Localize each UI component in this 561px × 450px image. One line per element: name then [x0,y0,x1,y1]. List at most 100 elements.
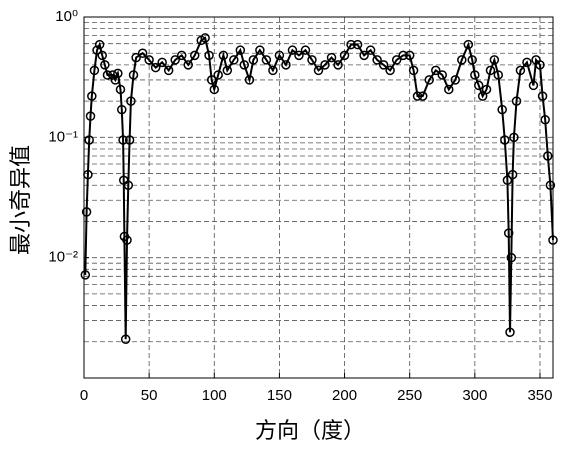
data-point [365,45,376,55]
x-axis-title: 方向（度） [255,419,365,444]
data-point [117,104,127,115]
x-tick-label: 150 [267,387,292,404]
data-point [131,52,141,63]
data-point [92,45,102,55]
data-point [320,60,330,70]
data-point [431,65,441,76]
data-point [503,228,514,238]
data-point [170,55,180,65]
data-point [412,91,423,101]
data-point [470,70,480,80]
x-tick-label: 250 [397,387,422,404]
data-point [540,114,550,125]
data-point [157,57,167,68]
data-point [176,50,187,61]
data-point [294,50,304,61]
data-point [81,207,92,217]
data-point [137,48,148,58]
data-point [281,60,291,70]
data-point [218,50,229,61]
data-point [424,75,434,85]
x-tick-label: 300 [462,387,487,404]
data-point [261,55,272,65]
data-point [268,65,278,76]
data-point [300,45,311,55]
data-point [126,96,136,106]
data-point [244,75,255,85]
x-tick-label: 0 [80,387,88,404]
data-point [204,50,214,61]
data-point [450,75,461,85]
data-point [515,65,526,76]
data-point [444,84,454,95]
data-point [274,50,285,61]
data-point [408,65,419,76]
data-point [467,55,477,65]
data-point [85,111,96,121]
data-point [83,169,93,180]
y-tick-label: 10⁻¹ [48,128,78,145]
data-point [235,45,246,55]
y-axis-title: 最小奇异值 [9,145,34,255]
data-point [346,39,356,50]
y-tick-label: 10⁰ [55,8,78,25]
data-point [528,80,539,91]
plot-frame [83,16,554,379]
data-point [545,180,556,190]
data-point [511,96,522,106]
data-point [537,91,548,101]
data-point [378,60,389,70]
data-point [87,91,97,101]
data-point [391,55,402,65]
data-point [122,235,132,245]
data-point [102,70,113,80]
data-point [163,65,174,76]
data-point [522,57,532,68]
data-point [213,70,223,80]
data-point [313,65,324,76]
data-point [352,39,363,50]
data-point [535,60,545,70]
data-point [497,104,507,115]
data-point [89,65,100,76]
data-point [84,135,94,145]
data-point [500,135,510,145]
data-point [481,84,492,95]
x-tick-label: 50 [141,387,158,404]
data-point [80,270,91,280]
data-point [502,175,513,185]
x-tick-label: 200 [332,387,357,404]
data-point [489,55,500,65]
data-point [509,132,519,143]
data-point [107,70,118,80]
data-point [506,252,517,263]
data-point [372,55,382,65]
data-point [150,62,161,73]
data-point [505,327,515,337]
data-point [123,180,134,190]
data-point [100,60,110,70]
data-point [183,60,193,70]
data-point [307,55,317,65]
data-point [359,50,369,61]
data-point [404,50,415,61]
data-point [94,39,105,50]
x-tick-label: 100 [202,387,227,404]
data-point [239,60,249,70]
data-point [457,55,467,65]
data-point [118,135,128,145]
data-point [222,65,233,76]
data-point [543,151,553,161]
data-point [333,60,343,70]
data-point [463,39,474,50]
data-point [385,65,395,76]
data-point [200,33,210,43]
data-point [548,235,558,245]
y-tick-label: 10⁻² [48,249,78,266]
x-tick-label: 350 [527,387,552,404]
data-point [485,65,496,76]
data-point [206,75,217,85]
data-point [144,55,154,65]
data-point [398,50,408,61]
